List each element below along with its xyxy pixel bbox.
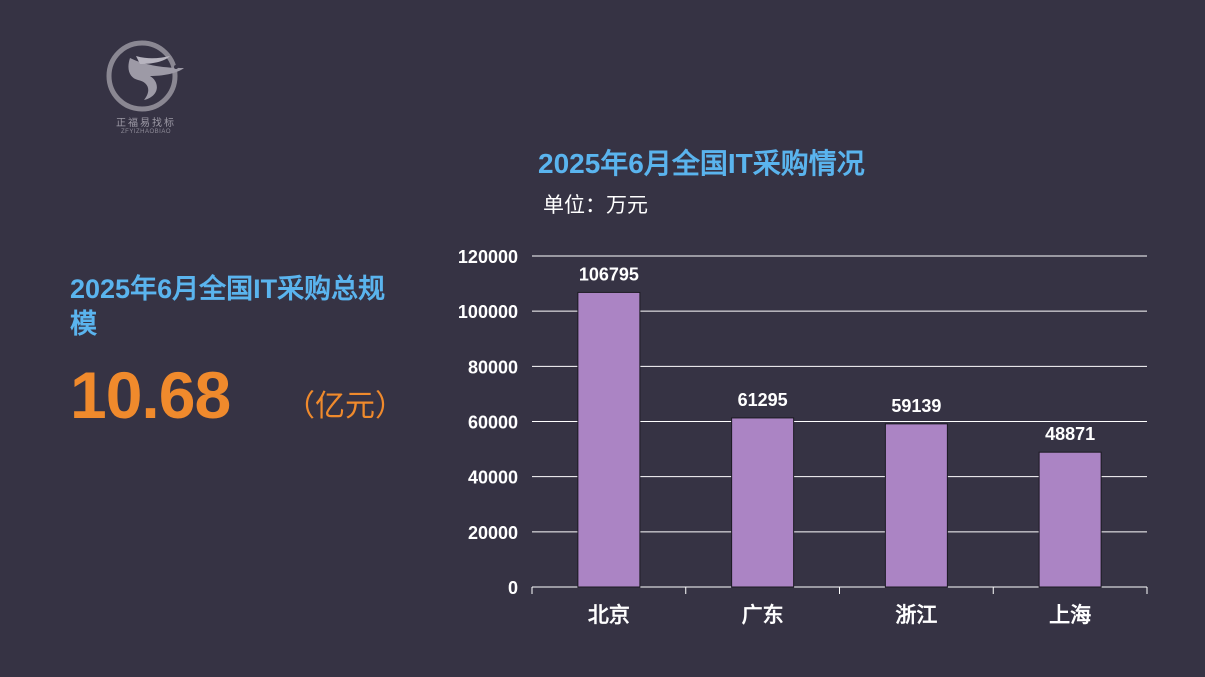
y-tick-label: 40000 (468, 468, 518, 488)
data-label: 61295 (738, 390, 788, 410)
y-tick-label: 0 (508, 578, 518, 598)
logo-emblem (106, 40, 184, 112)
summary-value: 10.68 (70, 358, 231, 432)
x-tick-label: 北京 (588, 603, 630, 627)
data-label: 48871 (1045, 424, 1095, 444)
y-tick-label: 100000 (458, 302, 518, 322)
chart-title: 2025年6月全国IT采购情况 (538, 148, 865, 179)
data-label: 59139 (891, 396, 941, 416)
bar (1038, 451, 1102, 588)
bar (577, 291, 641, 588)
summary-title: 2025年6月全国IT采购总规模 (70, 274, 386, 339)
y-tick-label: 80000 (468, 357, 518, 377)
x-tick-label: 浙江 (895, 603, 937, 627)
logo-name: 正福易找标 (116, 118, 176, 129)
logo-subtitle: ZFYIZHAOBIAO (120, 129, 171, 135)
x-tick-label: 广东 (742, 603, 784, 627)
y-tick-label: 20000 (468, 523, 518, 543)
x-tick-label: 上海 (1049, 603, 1091, 627)
y-tick-label: 60000 (468, 413, 518, 433)
summary-unit: （亿元） (285, 390, 405, 423)
bar (731, 417, 795, 588)
chart-unit-label: 单位：万元 (543, 194, 648, 217)
y-tick-label: 120000 (458, 247, 518, 267)
bar (884, 423, 948, 588)
data-label: 106795 (579, 264, 639, 284)
